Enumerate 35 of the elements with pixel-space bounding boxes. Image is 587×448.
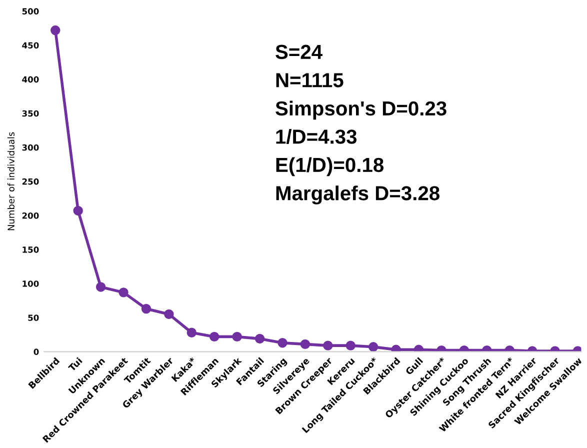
point <box>323 340 333 350</box>
y-tick-label: 300 <box>22 144 39 151</box>
point <box>164 309 174 320</box>
y-tick-label: 0 <box>34 348 39 355</box>
y-tick-label: 250 <box>22 178 39 185</box>
point <box>391 344 401 352</box>
point <box>368 342 378 352</box>
point <box>232 332 242 342</box>
y-tick-label: 500 <box>22 8 39 14</box>
point <box>50 25 60 36</box>
y-tick-label: 200 <box>22 212 39 219</box>
point <box>209 332 220 342</box>
point <box>96 282 106 292</box>
point <box>254 334 265 344</box>
point <box>118 288 128 298</box>
annotation: 1/D=4.33 <box>276 129 357 144</box>
annotation: E(1/D)=0.18 <box>276 157 384 176</box>
annotation: N=1115 <box>276 73 344 88</box>
annotation: Simpson's D=0.23 <box>276 100 446 120</box>
y-tick-label: 450 <box>22 42 39 49</box>
y-tick-label: 350 <box>22 110 39 117</box>
y-tick-label: 150 <box>22 246 39 253</box>
y-axis-title: Number of individuals <box>7 132 14 230</box>
annotation: Margalefs D=3.28 <box>276 186 440 204</box>
y-tick-label: 400 <box>22 76 39 83</box>
point <box>300 339 310 350</box>
point <box>186 328 197 338</box>
point <box>414 344 424 352</box>
point <box>278 338 288 348</box>
point <box>346 340 356 350</box>
point <box>73 206 83 216</box>
annotation: S=24 <box>276 44 322 60</box>
y-tick-label: 50 <box>28 314 39 321</box>
point <box>141 304 152 314</box>
y-tick-label: 100 <box>22 280 39 287</box>
